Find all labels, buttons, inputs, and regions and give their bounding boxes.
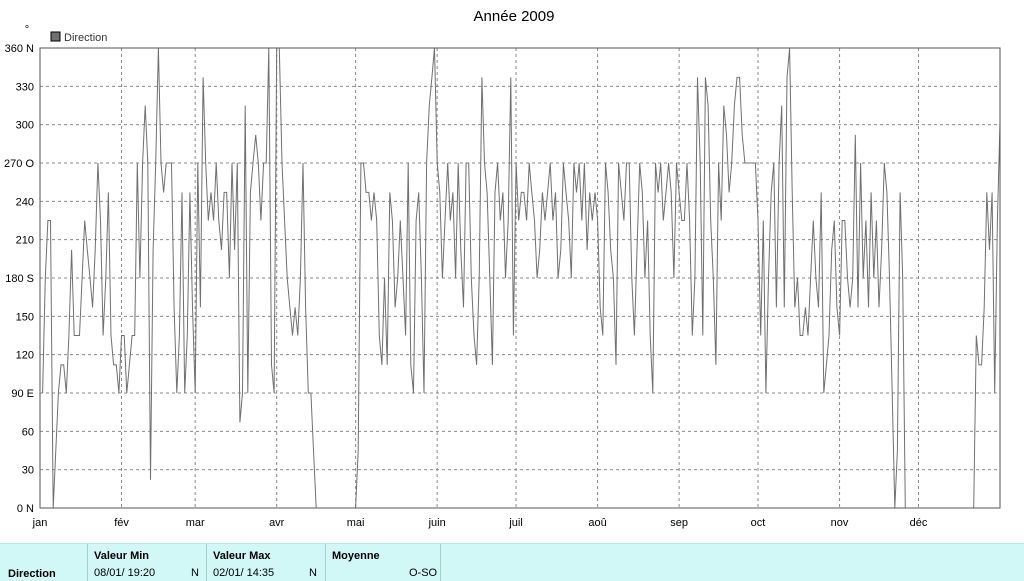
y-tick-label: 0 N [17,503,34,515]
x-tick-label: juin [428,517,446,529]
y-tick-label: 60 [22,426,34,438]
y-unit-label: ° [25,24,29,36]
y-tick-label: 210 [16,235,34,247]
stats-avg-header: Moyenne [332,550,380,562]
legend-label: Direction [64,32,107,44]
y-tick-label: 180 S [5,273,34,285]
y-tick-label: 240 [16,196,34,208]
x-tick-label: jan [32,517,48,529]
y-tick-label: 360 N [5,43,34,55]
legend-swatch [50,31,61,42]
y-tick-label: 330 [16,81,34,93]
axis-ticks: 0 N 30 60 90 E 120 150 180 S 210 240 270 O 300 330 3… [4,43,928,529]
plot-frame [39,47,1001,509]
y-tick-label: 300 [16,120,34,132]
stats-max-date: 02/01/ 14:35 [213,567,275,579]
stats-avg-value: O-SO [409,567,438,579]
stats-min-header: Valeur Min [94,550,150,562]
x-tick-label: aoû [588,517,606,529]
stats-max-value: N [309,567,317,579]
x-tick-label: mai [347,517,365,529]
y-tick-label: 90 E [11,388,34,400]
x-tick-label: fév [114,517,129,529]
x-tick-label: mar [186,517,205,529]
legend: Direction [50,31,107,44]
stats-min-value: N [191,567,199,579]
chart-title: Année 2009 [474,8,555,25]
stats-max-header: Valeur Max [213,550,271,562]
y-tick-label: 30 [22,465,34,477]
x-tick-label: sep [670,517,688,529]
x-tick-label: avr [269,517,285,529]
stats-max-cell: Valeur Max 02/01/ 14:35 N [206,544,326,581]
x-tick-label: nov [831,517,849,529]
stats-min-date: 08/01/ 19:20 [94,567,156,579]
stats-min-cell: Valeur Min 08/01/ 19:20 N [87,544,207,581]
series-layer [42,47,1001,509]
stats-panel: Direction Valeur Min 08/01/ 19:20 N Vale… [0,543,1024,581]
x-tick-label: déc [910,517,928,529]
y-tick-label: 150 [16,311,34,323]
stats-row-label: Direction [8,568,56,580]
y-tick-label: 120 [16,350,34,362]
stats-avg-cell: Moyenne O-SO [325,544,441,581]
gridlines [40,48,1000,508]
x-tick-label: juil [508,517,522,529]
series-line-direction [42,47,1001,509]
y-tick-label: 270 O [4,158,34,170]
x-tick-label: oct [751,517,766,529]
chart-area: Année 2009 ° Direction 0 N 30 60 90 E 120 150… [4,8,1001,529]
